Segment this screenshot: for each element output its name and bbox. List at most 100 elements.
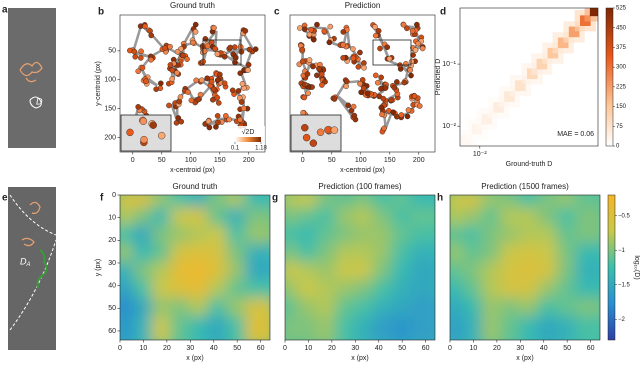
colorbar	[605, 7, 614, 147]
network-node	[390, 109, 397, 116]
y-axis-label: y (px)	[95, 259, 102, 277]
network-node	[364, 90, 371, 97]
network-node	[361, 60, 367, 66]
network-node	[169, 76, 175, 82]
network-node	[372, 72, 379, 79]
network-node	[232, 54, 239, 61]
network-node	[185, 89, 191, 95]
network-node	[246, 46, 253, 53]
y-tick-label: 100	[104, 77, 116, 84]
colorbar-tick-label: −0.5	[618, 213, 631, 219]
plot-area	[460, 8, 598, 146]
trajectory	[36, 249, 48, 289]
network-node	[410, 52, 416, 58]
heatmap-cell	[575, 315, 600, 340]
network-node	[411, 93, 418, 99]
network-node	[379, 111, 385, 118]
network-node	[239, 81, 246, 87]
heatmap-cell	[410, 315, 435, 340]
chart-title: Ground truth	[170, 1, 215, 10]
network-node	[198, 77, 205, 84]
colorbar-tick-label: −1	[618, 248, 626, 254]
network-node	[166, 102, 172, 109]
network-node	[193, 77, 199, 84]
inset-node	[309, 139, 318, 147]
micrograph	[8, 8, 56, 148]
network-node	[340, 42, 346, 48]
network-node	[204, 43, 211, 49]
colorbar-label: √2D	[242, 128, 255, 136]
network-node	[139, 64, 146, 71]
network-node	[138, 55, 144, 61]
axes-frame	[119, 194, 271, 341]
network-node	[301, 26, 308, 33]
x-tick-label: 200	[413, 157, 425, 164]
panel-label: h	[437, 193, 443, 204]
annotation: MAE = 0.06	[557, 131, 594, 138]
network-node	[304, 71, 311, 77]
network-node	[237, 116, 243, 123]
network-node	[245, 61, 252, 68]
network-node	[212, 45, 218, 52]
network-node	[135, 68, 142, 75]
colorbar-tick-label: 0.1	[231, 146, 240, 152]
network-node	[419, 45, 426, 52]
density-cell	[504, 91, 515, 102]
density-cell	[557, 37, 569, 49]
density-cell	[460, 134, 472, 146]
network-node	[175, 115, 182, 121]
network-node	[180, 52, 186, 59]
inset-node	[324, 126, 332, 134]
y-tick-label: 10⁻²	[442, 123, 456, 130]
network-node	[357, 49, 363, 56]
network-node	[214, 51, 221, 57]
panel-label: e	[2, 193, 8, 204]
panel-label: c	[274, 7, 280, 18]
network-node	[184, 56, 190, 62]
network-node	[214, 94, 221, 101]
x-tick-label: 50	[563, 345, 571, 352]
chart-title: Ground truth	[173, 182, 218, 191]
zoom-box	[202, 39, 242, 66]
network-node	[310, 63, 316, 70]
network-node	[238, 99, 245, 105]
network-node	[319, 71, 325, 78]
colorbar-tick-label: 0	[616, 144, 620, 150]
network-node	[297, 25, 303, 31]
network-node	[358, 89, 364, 96]
network-edge	[132, 24, 143, 52]
network-node	[372, 24, 378, 30]
panel-label: f	[100, 193, 104, 204]
x-tick-label: 0	[283, 345, 287, 352]
x-tick-label: 10	[470, 345, 478, 352]
x-tick-label: 0	[448, 345, 452, 352]
colorbar-tick-label: 300	[616, 65, 627, 71]
panel-label: b	[98, 7, 104, 18]
network-node	[407, 67, 414, 73]
network-node	[321, 28, 328, 34]
network-node	[398, 112, 405, 118]
density-cell	[589, 8, 598, 17]
network-edge	[175, 60, 178, 63]
colorbar	[607, 194, 616, 341]
network-node	[404, 25, 410, 32]
network-node	[132, 53, 139, 60]
x-axis-label: x (px)	[351, 355, 369, 362]
network-node	[226, 116, 233, 123]
network-node	[300, 109, 306, 116]
inset-node	[302, 133, 311, 142]
network-node	[305, 90, 311, 97]
network-node	[351, 112, 358, 119]
x-tick-label: 40	[210, 345, 218, 352]
network-node	[403, 60, 409, 67]
x-axis-label: x (px)	[186, 355, 204, 362]
network-node	[378, 74, 384, 81]
inset-node	[157, 131, 166, 140]
network-node	[308, 27, 314, 33]
network-node	[343, 83, 350, 90]
colorbar-tick-label: 525	[616, 6, 627, 12]
network-node	[400, 21, 407, 28]
network-node	[178, 118, 185, 125]
inset-node	[140, 135, 148, 144]
network-node	[310, 36, 317, 43]
